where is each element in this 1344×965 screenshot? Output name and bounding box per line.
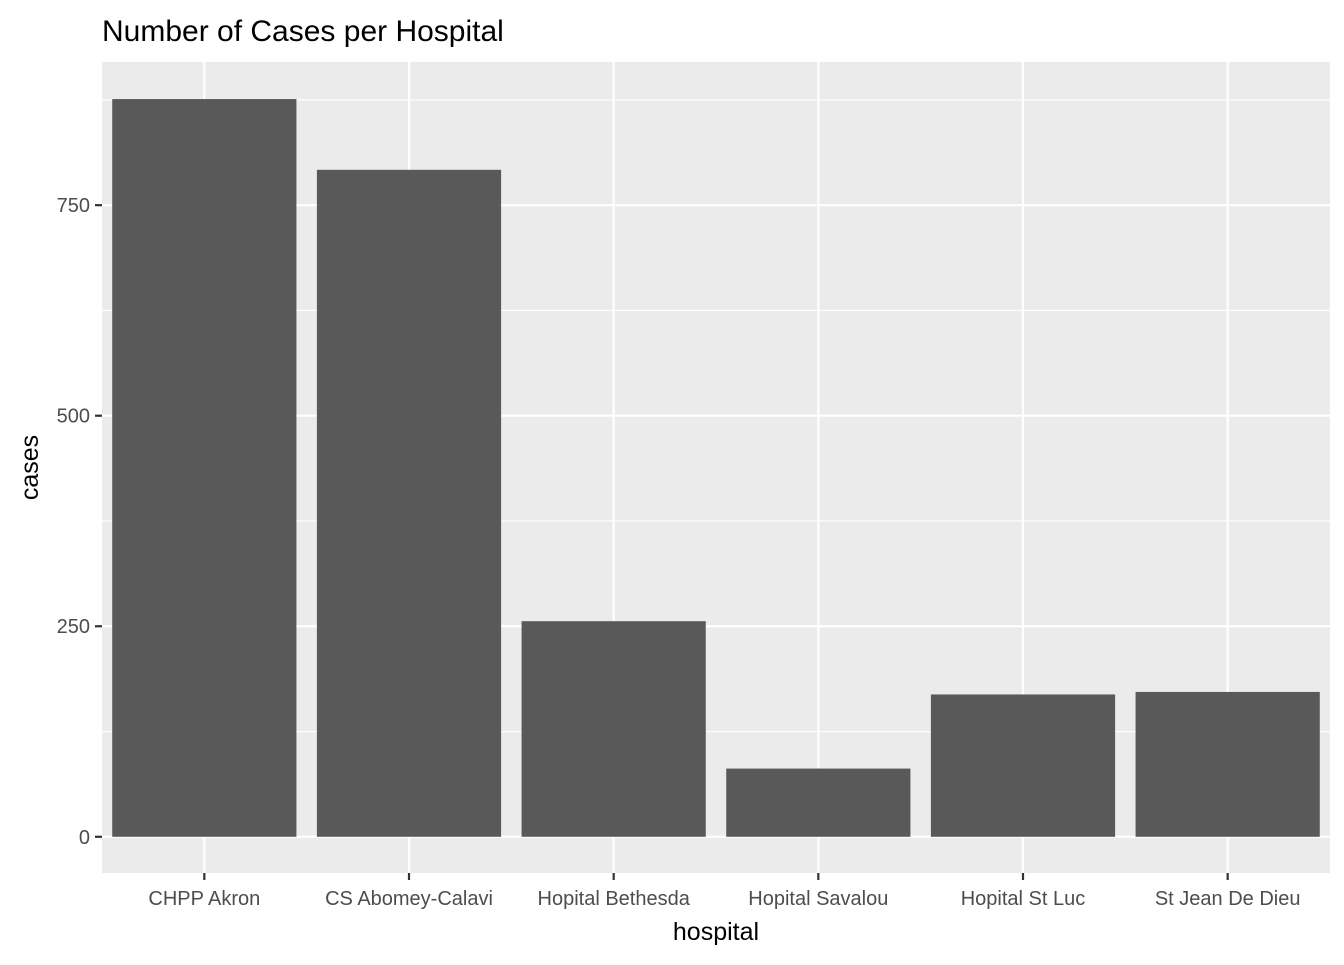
- y-tick-label: 500: [57, 406, 90, 428]
- y-axis-title: cases: [16, 435, 44, 500]
- bar-hopital-savalou: [726, 768, 911, 837]
- x-tick-label: Hopital Savalou: [748, 888, 888, 910]
- bar-hopital-bethesda: [521, 621, 706, 837]
- y-tick-label: 750: [57, 195, 90, 217]
- bar-st-jean-de-dieu: [1135, 691, 1320, 837]
- bar-cs-abomey-calavi: [316, 169, 502, 837]
- x-axis-title: hospital: [673, 918, 759, 946]
- y-tick-label: 0: [79, 827, 90, 849]
- bar-hopital-st-luc: [930, 694, 1116, 837]
- chart-title: Number of Cases per Hospital: [102, 15, 504, 48]
- x-tick-label: Hopital St Luc: [961, 888, 1086, 910]
- x-tick-label: CS Abomey-Calavi: [325, 888, 493, 910]
- bar-chpp-akron: [112, 99, 297, 837]
- plot-panel: [102, 62, 1330, 873]
- x-tick-label: CHPP Akron: [148, 888, 260, 910]
- x-tick-label: St Jean De Dieu: [1155, 888, 1301, 910]
- y-tick-label: 250: [57, 616, 90, 638]
- x-tick-label: Hopital Bethesda: [538, 888, 691, 910]
- axes: 0 250 500 750 CHPP Akron CS Abomey-Calavi Hopi…: [57, 195, 1301, 910]
- bars: [112, 99, 1320, 837]
